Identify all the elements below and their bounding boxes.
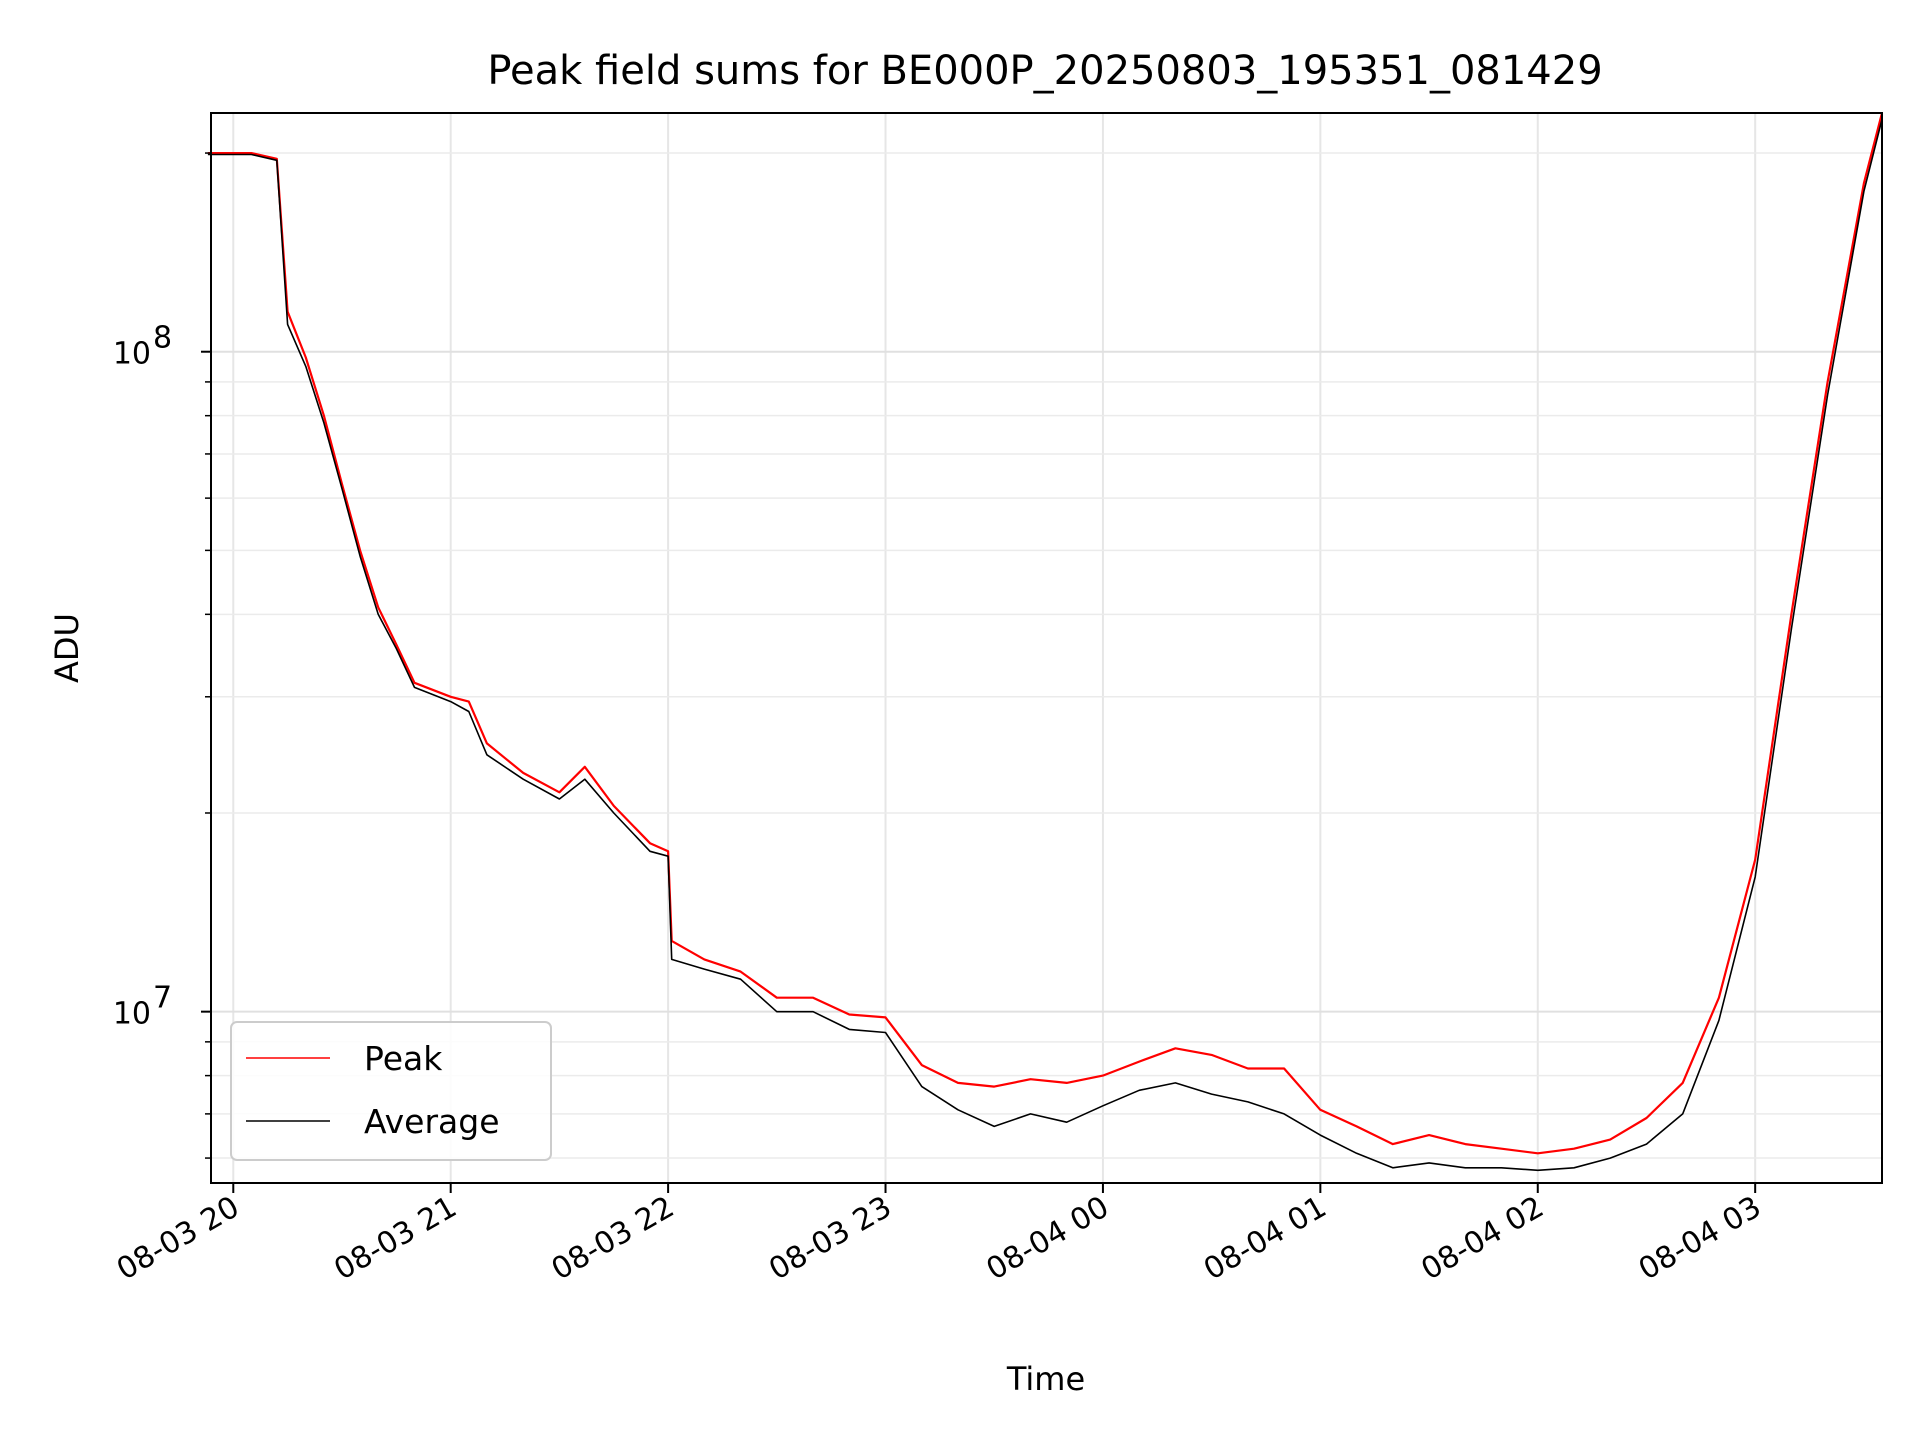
y-tick-label: 10 bbox=[113, 997, 151, 1032]
series-line-average bbox=[207, 119, 1883, 1172]
y-tick-label: 10 bbox=[113, 337, 151, 372]
legend-label-average: Average bbox=[364, 1102, 500, 1141]
legend: Peak Average bbox=[230, 1021, 552, 1161]
series-line-peak bbox=[207, 112, 1884, 1155]
y-axis-title: ADU bbox=[48, 613, 86, 683]
plot-frame bbox=[210, 112, 1883, 1184]
y-tick-label-exponent: 7 bbox=[153, 981, 172, 1016]
legend-box bbox=[230, 1021, 552, 1161]
x-axis-title: Time bbox=[1006, 1360, 1085, 1398]
chart-title: Peak field sums for BE000P_20250803_1953… bbox=[487, 48, 1602, 94]
y-tick-label-exponent: 8 bbox=[153, 321, 172, 356]
legend-label-peak: Peak bbox=[364, 1039, 443, 1078]
series-layer bbox=[207, 112, 1884, 1172]
